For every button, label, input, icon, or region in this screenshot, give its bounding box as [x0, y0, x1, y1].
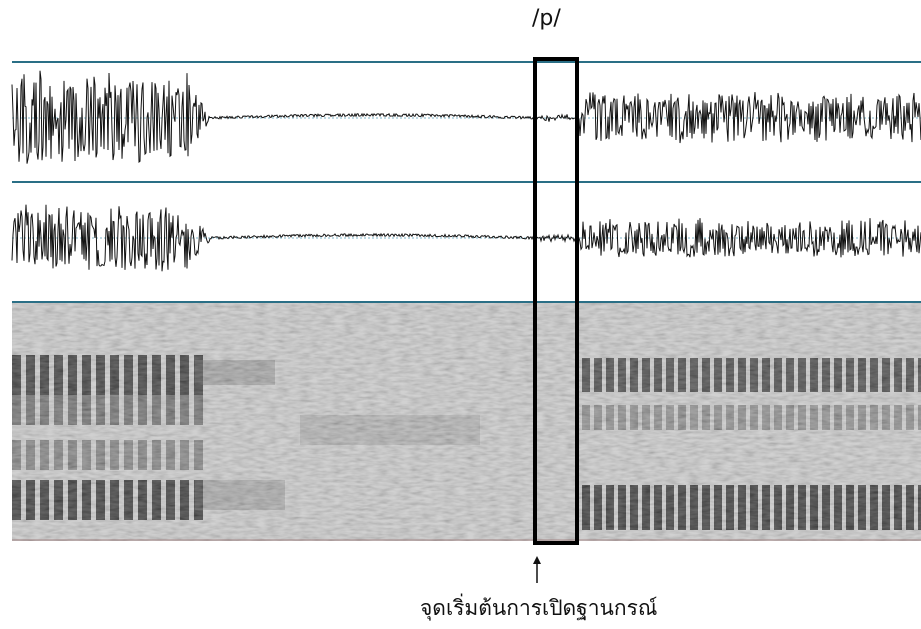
waveform-channel-2: [11, 204, 921, 272]
spectrogram: [12, 303, 921, 541]
onset-label: จุดเริ่มต้นการเปิดฐานกรณ์: [420, 596, 658, 620]
phoneme-label: /p/: [532, 6, 561, 31]
plosive-highlight-box: [533, 57, 579, 545]
channel-rules: [12, 61, 921, 303]
spectrogram-noise: [12, 303, 921, 541]
waveform-channel-1: [11, 70, 921, 164]
up-arrow-icon: [533, 556, 541, 583]
